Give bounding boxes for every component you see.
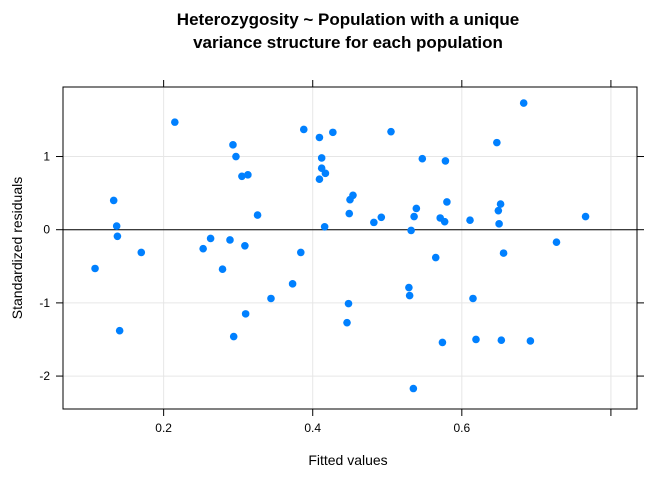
data-point-42 [410,212,418,221]
y-axis: -2 -1 0 1 [39,150,644,383]
data-point-49 [441,157,450,165]
data-point-57 [496,200,505,208]
data-point-11 [229,141,237,149]
data-point-27 [320,222,329,231]
data-point-40 [407,226,415,235]
y-tick-label-1: -1 [39,296,50,310]
data-point-23 [315,133,324,142]
data-point-2 [112,222,121,230]
data-point-30 [343,318,351,327]
data-point-36 [377,213,386,222]
x-axis-label: Fitted values [308,452,387,468]
data-point-4 [115,326,124,335]
data-point-39 [405,291,414,300]
data-point-22 [299,125,308,134]
plot-panel-border [62,86,638,410]
data-point-19 [267,294,275,303]
data-point-45 [431,253,440,262]
data-point-50 [443,198,451,206]
data-point-58 [497,336,506,345]
data-point-54 [493,138,501,147]
data-point-41 [409,384,418,393]
data-point-51 [466,216,474,224]
data-point-15 [241,242,249,250]
data-point-8 [206,234,215,243]
data-point-6 [171,118,179,126]
data-point-10 [226,236,234,244]
data-point-16 [241,310,250,318]
y-tick-label-3: 1 [43,150,50,164]
gridlines [63,87,637,409]
data-point-32 [345,209,354,218]
data-point-28 [321,169,330,178]
data-point-12 [229,332,238,341]
y-tick-label-2: 0 [43,223,50,237]
data-point-48 [440,217,449,226]
data-points [91,99,590,393]
x-tick-label-1: 0.4 [304,421,321,435]
data-point-24 [315,175,324,184]
data-point-63 [581,212,590,221]
data-point-17 [244,171,252,179]
chart-title-line-1: Heterozygosity ~ Population with a uniqu… [177,10,519,29]
data-point-7 [199,244,207,253]
chart-title-line-2: variance structure for each population [193,33,503,52]
data-point-20 [288,280,297,288]
data-point-13 [232,152,240,161]
data-point-3 [113,232,122,241]
data-point-14 [238,172,246,181]
data-point-35 [370,218,378,227]
data-point-53 [472,335,480,344]
data-point-47 [438,338,447,347]
data-point-29 [329,128,337,137]
data-point-62 [552,238,561,246]
data-point-55 [494,206,503,215]
data-point-61 [526,337,535,345]
data-point-59 [499,249,508,257]
x-tick-label-2: 0.6 [453,421,470,435]
data-point-44 [418,154,427,163]
data-point-25 [317,154,326,162]
data-point-34 [349,191,357,200]
x-axis: 0.2 0.4 0.6 [155,80,612,435]
data-point-9 [218,265,227,274]
data-point-56 [495,220,503,228]
data-point-18 [253,211,262,219]
data-point-37 [387,127,395,136]
chart-title: Heterozygosity ~ Population with a uniqu… [177,10,519,52]
data-point-5 [137,248,146,257]
data-point-52 [469,294,477,303]
data-point-21 [297,248,305,257]
data-point-60 [519,99,528,107]
y-axis-label: Standardized residuals [9,177,25,319]
data-point-0 [91,264,99,273]
data-point-43 [412,204,421,213]
y-tick-label-0: -2 [39,369,50,383]
data-point-1 [109,196,118,205]
data-point-38 [405,283,413,292]
data-point-31 [344,299,353,308]
x-tick-label-0: 0.2 [155,421,172,435]
